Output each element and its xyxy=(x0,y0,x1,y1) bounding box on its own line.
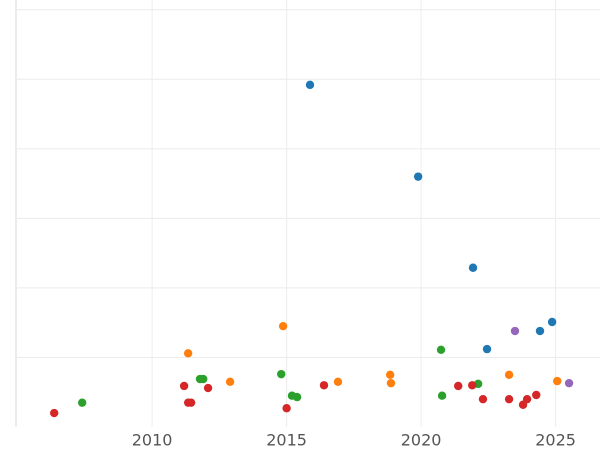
point xyxy=(478,394,488,404)
point xyxy=(49,408,59,418)
point xyxy=(386,378,396,388)
point xyxy=(199,374,208,384)
point xyxy=(532,390,541,400)
point xyxy=(203,383,213,393)
point xyxy=(482,344,492,354)
point xyxy=(385,370,395,380)
x-tick-label: 2015 xyxy=(266,431,307,450)
point xyxy=(437,391,447,400)
point xyxy=(547,317,557,327)
point xyxy=(522,394,532,404)
point xyxy=(413,172,423,181)
x-tick-label: 2010 xyxy=(132,431,173,450)
point xyxy=(278,321,288,331)
point xyxy=(282,404,291,413)
point xyxy=(504,370,514,380)
point xyxy=(436,345,446,355)
point xyxy=(333,377,343,386)
point xyxy=(77,398,87,407)
point xyxy=(277,369,286,379)
point xyxy=(535,326,545,336)
point xyxy=(504,394,514,404)
point xyxy=(225,377,235,386)
x-tick-label: 2025 xyxy=(535,431,576,450)
point xyxy=(292,392,302,402)
x-tick-label: 2020 xyxy=(401,431,442,450)
point xyxy=(305,80,315,90)
point xyxy=(186,398,196,407)
point xyxy=(468,381,477,390)
point xyxy=(564,378,574,388)
point xyxy=(183,349,193,358)
point xyxy=(553,376,562,386)
point xyxy=(454,381,463,391)
point xyxy=(510,326,520,336)
point xyxy=(468,263,478,272)
point xyxy=(319,381,329,390)
point xyxy=(179,381,189,391)
